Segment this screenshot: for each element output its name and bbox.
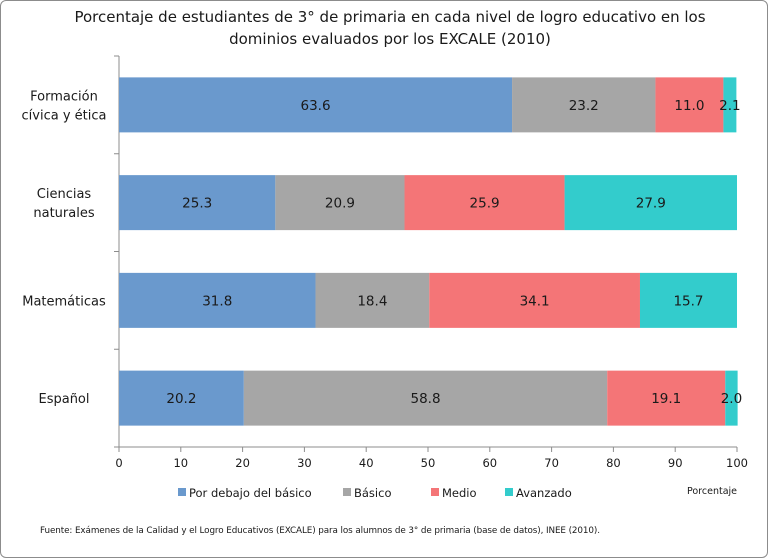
x-tick-label: 0 [115, 456, 122, 470]
x-tick-label: 20 [235, 456, 250, 470]
chart-title-line-1: Porcentaje de estudiantes de 3° de prima… [74, 8, 706, 26]
data-label: 19.1 [651, 391, 681, 407]
category-label: Matemáticas [22, 294, 106, 309]
bar-segment [607, 370, 726, 426]
category-label: naturales [33, 206, 94, 221]
x-tick-label: 40 [359, 456, 374, 470]
category-label: cívica y ética [22, 108, 107, 123]
bar-segment [119, 175, 276, 231]
source-note: Fuente: Exámenes de la Calidad y el Logr… [40, 526, 600, 536]
data-label: 23.2 [569, 98, 599, 114]
data-label: 58.8 [410, 391, 440, 407]
data-label: 20.2 [166, 391, 196, 407]
bar-segment [429, 272, 640, 328]
data-label: 25.3 [182, 196, 212, 212]
x-tick-label: 70 [544, 456, 559, 470]
legend-swatch [343, 488, 351, 496]
legend-label: Avanzado [516, 486, 572, 500]
bar-segment [243, 370, 608, 426]
legend-label: Medio [442, 486, 477, 500]
x-tick-label: 50 [421, 456, 436, 470]
legend-label: Básico [354, 486, 391, 500]
bar-segment [512, 77, 656, 133]
data-label: 27.9 [636, 196, 666, 212]
category-label: Ciencias [37, 187, 92, 202]
chart-title-line-2: dominios evaluados por los EXCALE (2010) [229, 30, 551, 48]
data-label: 18.4 [357, 293, 387, 309]
bar-segment [119, 77, 513, 133]
data-label: 2.1 [719, 98, 740, 114]
chart-title: Porcentaje de estudiantes de 3° de prima… [60, 6, 720, 50]
data-label: 25.9 [470, 196, 500, 212]
x-tick-label: 100 [726, 456, 748, 470]
bar-segment [119, 370, 244, 426]
bar-segment [564, 175, 737, 231]
data-label: 63.6 [300, 98, 330, 114]
data-label: 31.8 [202, 293, 232, 309]
x-tick-label: 30 [297, 456, 312, 470]
data-label: 20.9 [325, 196, 355, 212]
category-label: Español [38, 392, 89, 407]
bar-segment [725, 370, 738, 426]
bar-segment [404, 175, 565, 231]
bar-segment [315, 272, 430, 328]
data-label: 34.1 [520, 293, 550, 309]
bar-segment [655, 77, 724, 133]
data-label: 2.0 [721, 391, 742, 407]
legend-label: Por debajo del básico [189, 486, 312, 500]
category-label: Formación [30, 89, 98, 104]
data-label: 11.0 [674, 98, 704, 114]
bar-segment [723, 77, 737, 133]
bar-segment [639, 272, 737, 328]
legend-swatch [178, 488, 186, 496]
bar-segment [275, 175, 405, 231]
x-tick-label: 60 [482, 456, 497, 470]
data-label: 15.7 [673, 293, 703, 309]
legend-swatch [505, 488, 513, 496]
x-axis-title: Porcentaje [687, 486, 737, 497]
x-tick-label: 80 [606, 456, 621, 470]
x-tick-label: 90 [668, 456, 683, 470]
legend-swatch [431, 488, 439, 496]
x-tick-label: 10 [173, 456, 188, 470]
bar-segment [119, 272, 316, 328]
